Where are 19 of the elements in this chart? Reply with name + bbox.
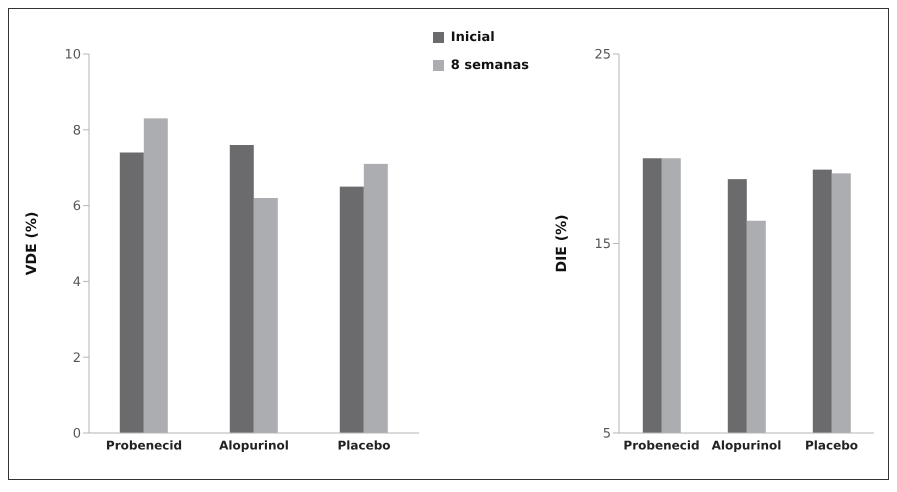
y-tick-label: 5 xyxy=(602,426,611,442)
legend-label: 8 semanas xyxy=(450,58,529,72)
x-tick-label: Alopurinol xyxy=(219,438,289,453)
x-tick-label: Alopurinol xyxy=(712,438,782,453)
y-tick-label: 4 xyxy=(72,275,81,290)
y-tick-label: 6 xyxy=(72,199,81,214)
y-tick-label: 25 xyxy=(594,48,611,63)
y-tick-label: 2 xyxy=(72,350,81,366)
y-tick-label: 0 xyxy=(72,426,81,442)
legend-label: Inicial xyxy=(450,30,495,44)
y-tick-label: 10 xyxy=(64,48,81,63)
x-tick-label: Placebo xyxy=(337,438,391,453)
y-axis-title: DIE (%) xyxy=(554,214,570,273)
x-tick-label: Probenecid xyxy=(623,438,700,453)
y-tick-label: 8 xyxy=(72,123,81,138)
x-tick-label: Probenecid xyxy=(106,438,182,453)
x-tick-label: Placebo xyxy=(804,438,858,453)
y-tick-label: 15 xyxy=(594,237,611,252)
y-axis-title: VDE (%) xyxy=(24,212,40,276)
